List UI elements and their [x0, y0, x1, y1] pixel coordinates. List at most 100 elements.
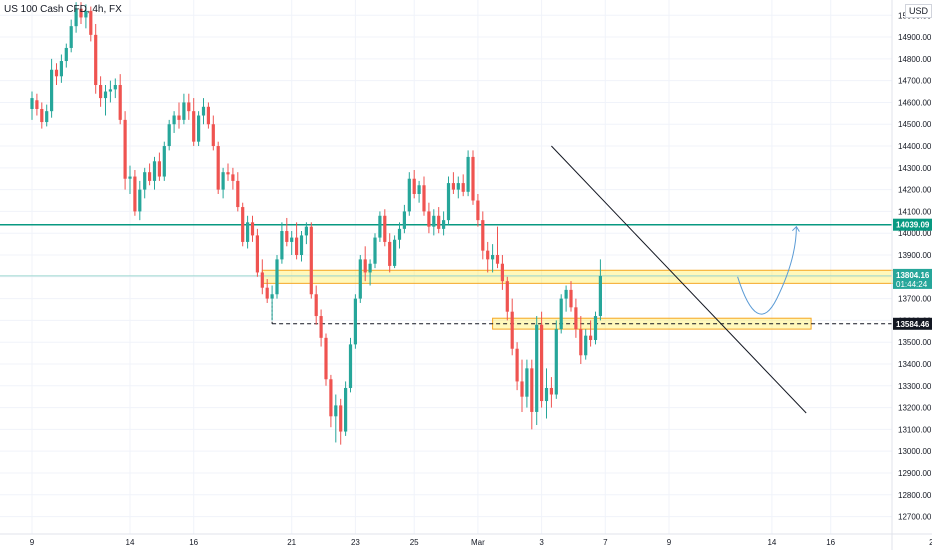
candle-body-85 — [446, 183, 451, 221]
candle-body-44 — [246, 222, 250, 242]
candle-body-32 — [187, 102, 191, 112]
candle-body-115 — [593, 316, 598, 341]
candle-body-97 — [505, 281, 509, 312]
y-tick-label-13: 14000.00 — [898, 229, 932, 238]
candle-body-53 — [290, 237, 294, 242]
upper-zone — [261, 269, 932, 284]
candle-body-79 — [417, 185, 421, 194]
y-tick-label-15: 14200.00 — [898, 186, 932, 195]
candle-body-113 — [584, 335, 588, 356]
y-tick-label-5: 13200.00 — [898, 404, 932, 413]
candle-body-52 — [285, 231, 289, 242]
y-tick-label-3: 13000.00 — [898, 447, 932, 456]
projection-arrowhead — [792, 225, 800, 232]
candle-body-55 — [299, 235, 304, 256]
x-tick-label-5: 25 — [410, 538, 419, 547]
candle-body-94 — [491, 255, 495, 260]
current-price-tag: 13804.16 — [896, 271, 930, 280]
y-tick-label-8: 13500.00 — [898, 338, 932, 347]
x-tick-label-4: 23 — [351, 538, 360, 547]
countdown-tag: 01:44:24 — [896, 280, 928, 289]
candle-body-107 — [554, 329, 558, 395]
candle-body-11 — [84, 10, 88, 18]
candle-body-0 — [30, 98, 34, 109]
candle-body-95 — [495, 255, 500, 264]
candle-body-8 — [69, 26, 73, 48]
candle-body-75 — [397, 228, 402, 240]
candle-body-23 — [143, 172, 147, 190]
candle-body-64 — [344, 387, 348, 432]
candle-body-71 — [378, 215, 382, 238]
candle-body-24 — [148, 172, 152, 181]
candle-body-108 — [559, 298, 563, 330]
candle-body-51 — [280, 231, 284, 260]
candle-body-78 — [412, 178, 416, 194]
candle-body-80 — [422, 185, 426, 212]
y-tick-label-7: 13400.00 — [898, 360, 932, 369]
currency-badge[interactable]: USD — [905, 4, 932, 18]
candle-body-42 — [236, 180, 240, 208]
candle-body-87 — [456, 183, 460, 190]
candle-body-41 — [231, 174, 235, 181]
candle-body-101 — [525, 368, 529, 397]
candle-body-74 — [393, 239, 397, 266]
x-tick-label-2: 16 — [189, 538, 198, 547]
x-tick-label-7: 3 — [539, 538, 544, 547]
candle-body-116 — [598, 275, 602, 317]
candle-body-7 — [64, 47, 68, 62]
candle-body-62 — [334, 405, 338, 417]
candle-body-111 — [574, 307, 578, 330]
candle-body-12 — [89, 10, 93, 35]
candle-body-83 — [437, 215, 441, 229]
candle-body-73 — [388, 241, 392, 266]
candle-body-48 — [265, 287, 269, 299]
candle-body-19 — [123, 119, 127, 179]
candle-body-109 — [564, 289, 568, 299]
candle-body-49 — [270, 294, 274, 299]
y-tick-label-21: 14800.00 — [898, 55, 932, 64]
candle-body-93 — [486, 250, 490, 260]
y-tick-label-20: 14700.00 — [898, 77, 932, 86]
candle-body-1 — [35, 100, 39, 109]
candle-body-88 — [461, 183, 465, 192]
candle-body-6 — [59, 61, 63, 77]
candle-body-76 — [402, 211, 406, 229]
candle-body-47 — [260, 272, 264, 288]
support-price-tag-bg — [893, 317, 932, 330]
candle-body-89 — [466, 156, 470, 192]
candle-body-63 — [339, 405, 343, 432]
x-tick-label-11: 16 — [826, 538, 835, 547]
candle-body-114 — [589, 335, 593, 341]
candle-body-103 — [535, 324, 539, 412]
candle-body-14 — [99, 85, 103, 99]
chart-title: US 100 Cash CFD, 4h, FX — [4, 4, 122, 15]
y-tick-label-0: 12700.00 — [898, 513, 932, 522]
candle-body-33 — [192, 111, 196, 142]
candle-body-96 — [500, 263, 504, 282]
y-tick-label-10: 13700.00 — [898, 295, 932, 304]
x-tick-label-3: 21 — [287, 538, 296, 547]
candle-body-98 — [510, 311, 514, 349]
y-tick-label-2: 12900.00 — [898, 469, 932, 478]
candle-body-65 — [348, 344, 353, 388]
candle-body-15 — [103, 91, 108, 99]
candle-body-106 — [549, 387, 553, 395]
candle-body-92 — [481, 220, 485, 251]
candle-body-30 — [177, 115, 181, 120]
candle-body-25 — [152, 161, 157, 181]
candle-body-99 — [515, 348, 519, 382]
y-tick-label-18: 14500.00 — [898, 120, 932, 129]
candle-body-5 — [54, 69, 59, 77]
candle-body-68 — [363, 259, 367, 273]
y-tick-label-4: 13100.00 — [898, 425, 932, 434]
candle-body-26 — [157, 161, 161, 177]
candle-body-35 — [201, 106, 206, 116]
candle-body-28 — [167, 124, 171, 147]
candle-body-10 — [79, 8, 83, 18]
candle-body-37 — [211, 124, 215, 147]
y-tick-label-22: 14900.00 — [898, 33, 932, 42]
candle-body-59 — [319, 316, 323, 338]
y-tick-label-19: 14600.00 — [898, 98, 932, 107]
